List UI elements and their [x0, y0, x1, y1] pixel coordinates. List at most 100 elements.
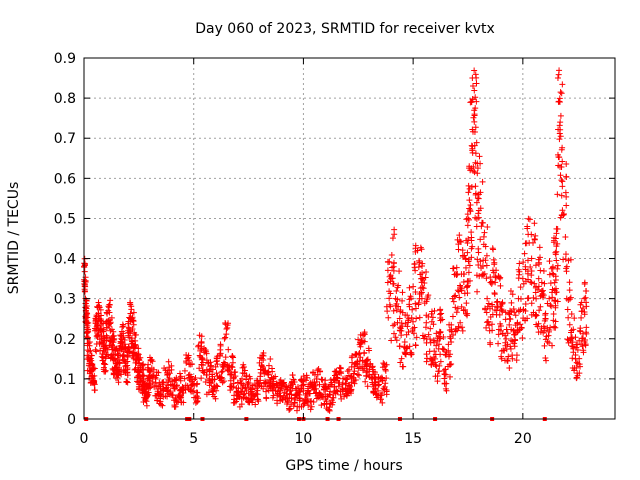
- data-point: [434, 373, 441, 380]
- data-point: [107, 297, 114, 304]
- y-tick-label: 0: [67, 412, 76, 428]
- data-point: [431, 348, 438, 355]
- data-point: [337, 391, 344, 398]
- data-point: [316, 381, 323, 388]
- data-point: [361, 349, 368, 356]
- data-point: [115, 379, 122, 386]
- data-point: [437, 307, 444, 314]
- data-point: [486, 322, 493, 329]
- data-point: [439, 345, 446, 352]
- data-point: [88, 352, 95, 359]
- data-point: [515, 327, 522, 334]
- data-point: [563, 193, 570, 200]
- data-point: [563, 202, 570, 209]
- data-point: [563, 263, 570, 270]
- data-point: [456, 232, 463, 239]
- data-point: [415, 257, 422, 264]
- data-point: [442, 366, 449, 373]
- data-point: [536, 259, 543, 266]
- data-point: [423, 268, 430, 275]
- data-point: [382, 367, 389, 374]
- data-point: [503, 335, 510, 342]
- data-point: [534, 286, 541, 293]
- data-point: [473, 139, 480, 146]
- data-point: [423, 358, 430, 365]
- data-point: [454, 236, 461, 243]
- data-point: [562, 251, 569, 258]
- data-point: [566, 321, 573, 328]
- data-point: [537, 293, 544, 300]
- data-point: [577, 325, 584, 332]
- data-point: [546, 258, 553, 265]
- data-point: [513, 357, 520, 364]
- data-point: [222, 319, 229, 326]
- data-point: [570, 345, 577, 352]
- data-point: [471, 67, 478, 74]
- data-point: [533, 312, 540, 319]
- data-point: [389, 275, 396, 282]
- data-point: [533, 295, 540, 302]
- data-point: [547, 302, 554, 309]
- data-point: [394, 284, 401, 291]
- data-point: [284, 399, 291, 406]
- data-point: [450, 331, 457, 338]
- data-point: [499, 299, 506, 306]
- data-point: [455, 288, 462, 295]
- data-point: [412, 267, 419, 274]
- data-point: [474, 195, 481, 202]
- data-point: [581, 281, 588, 288]
- data-point: [517, 321, 524, 328]
- data-point: [512, 336, 519, 343]
- data-point: [310, 398, 317, 405]
- data-point: [247, 389, 254, 396]
- data-point: [485, 300, 492, 307]
- data-point: [95, 299, 102, 306]
- data-point: [136, 357, 143, 364]
- data-point: [419, 332, 426, 339]
- data-point: [230, 380, 237, 387]
- data-point: [556, 136, 563, 143]
- data-point: [555, 71, 562, 78]
- data-point: [154, 388, 161, 395]
- data-point: [108, 314, 115, 321]
- data-point: [328, 397, 335, 404]
- data-point: [466, 277, 473, 284]
- data-point: [244, 380, 251, 387]
- data-point: [348, 390, 355, 397]
- data-point: [528, 300, 535, 307]
- data-point: [125, 343, 132, 350]
- data-point: [96, 340, 103, 347]
- data-point: [378, 392, 385, 399]
- data-point: [391, 321, 398, 328]
- data-point: [509, 355, 516, 362]
- data-point: [456, 294, 463, 301]
- data-point: [91, 372, 98, 379]
- data-point: [217, 346, 224, 353]
- data-point: [489, 321, 496, 328]
- data-point: [351, 380, 358, 387]
- data-point: [118, 328, 125, 335]
- data-point: [140, 366, 147, 373]
- data-point: [407, 293, 414, 300]
- data-point: [397, 308, 404, 315]
- data-point: [464, 222, 471, 229]
- data-point: [371, 371, 378, 378]
- data-point: [473, 98, 480, 105]
- data-point: [531, 280, 538, 287]
- data-point: [86, 348, 93, 355]
- data-point: [477, 258, 484, 265]
- data-point: [89, 378, 96, 385]
- data-point: [414, 247, 421, 254]
- data-point: [165, 358, 172, 365]
- data-point: [528, 279, 535, 286]
- data-point: [542, 315, 549, 322]
- data-point: [100, 360, 107, 367]
- data-point: [408, 351, 415, 358]
- data-point: [128, 303, 135, 310]
- data-point: [308, 403, 315, 410]
- data-point: [421, 279, 428, 286]
- data-point: [569, 355, 576, 362]
- data-point: [83, 305, 90, 312]
- data-point: [477, 189, 484, 196]
- data-point: [460, 278, 467, 285]
